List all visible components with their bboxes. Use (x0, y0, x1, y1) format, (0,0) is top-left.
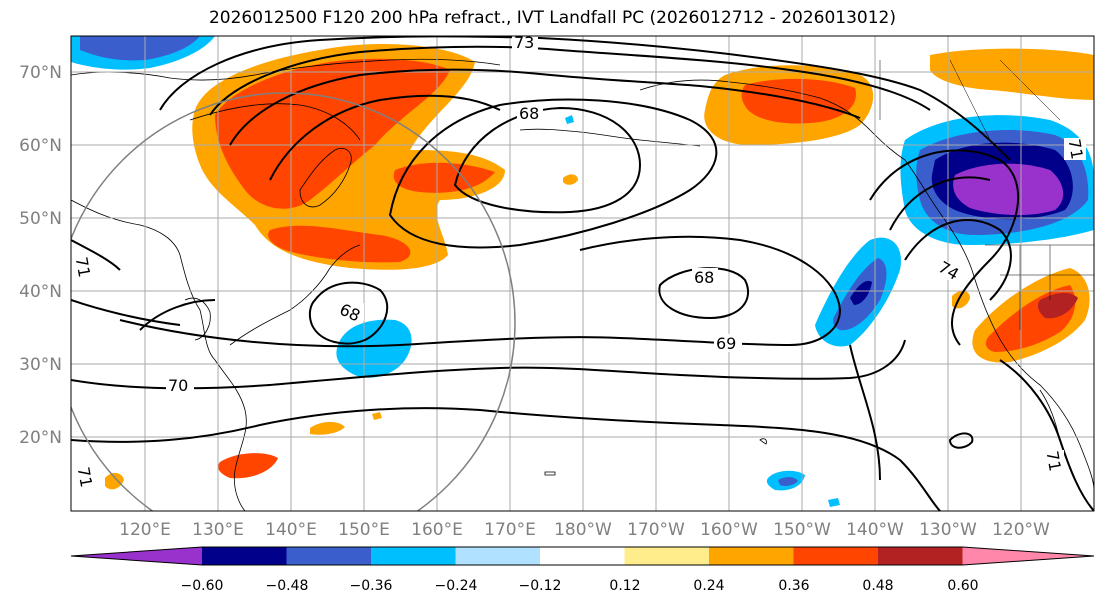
colorbar-tick-label: −0.36 (350, 578, 393, 594)
lat-label: 20°N (19, 428, 62, 448)
lon-label: 140°W (846, 520, 904, 540)
contour-71-west (71, 239, 121, 271)
contour-label: 69 (716, 334, 736, 353)
lat-label: 30°N (19, 355, 62, 375)
map-area: 73 68 68 68 69 70 71 71 74 71 71 (71, 33, 1094, 511)
anomaly-region-bc-peak (953, 163, 1064, 216)
colorbar-bin (286, 547, 372, 565)
colorbar-bin (371, 547, 456, 565)
analysis-circle (71, 92, 516, 511)
contour-70-south (71, 339, 906, 390)
coastline-kamchatka (299, 148, 352, 208)
colorbar (70, 546, 1095, 566)
colorbar-tick-label: −0.24 (435, 578, 478, 594)
longitude-labels: 120°E 130°E 140°E 150°E 160°E 170°E 180°… (119, 520, 1050, 540)
lat-label: 60°N (19, 136, 62, 156)
map-frame (70, 35, 1095, 512)
contour-label: 71 (1043, 449, 1065, 472)
coastlines (71, 58, 1094, 511)
lon-label: 120°E (119, 520, 171, 540)
contour-72 (209, 45, 931, 116)
lon-label: 150°W (773, 520, 831, 540)
contour-68-west (139, 299, 216, 331)
colorbar-tick-label: 0.12 (609, 578, 640, 594)
lat-label: 50°N (19, 209, 62, 229)
lon-label: 150°E (338, 520, 390, 540)
contour-73 (159, 36, 1011, 161)
negative-anomaly-regions (71, 36, 1094, 507)
colorbar-outline (70, 546, 1095, 566)
colorbar-tick-label: 0.60 (947, 578, 978, 594)
contour-73-east (889, 176, 991, 231)
lat-label: 40°N (19, 282, 62, 302)
colorbar-bin (878, 547, 963, 565)
lon-label: 160°E (411, 520, 463, 540)
colorbar-tick-label: −0.48 (266, 578, 309, 594)
contour-japan-68 (308, 281, 389, 345)
contour-label: 70 (168, 376, 188, 395)
positive-anomaly-regions (105, 43, 1094, 490)
anomaly-region-sw-pacific (218, 453, 278, 479)
colorbar-bin (71, 547, 202, 565)
contour-71-east (999, 359, 1094, 511)
lon-label: 130°E (192, 520, 244, 540)
graticule (71, 36, 1094, 511)
latitude-labels: 70°N 60°N 50°N 40°N 30°N 20°N (19, 63, 62, 448)
colorbar-tick-label: −0.12 (519, 578, 562, 594)
colorbar-ticks: −0.60 −0.48 −0.36 −0.24 −0.12 0.12 0.24 … (181, 578, 979, 594)
contour-68-north (453, 106, 642, 214)
colorbar-tick-label: −0.60 (181, 578, 224, 594)
colorbar-bin (624, 547, 710, 565)
colorbar-tick-label: 0.24 (693, 578, 724, 594)
contour-labels: 73 68 68 68 69 70 71 71 74 71 71 (72, 33, 1087, 489)
contour-72-east (904, 219, 1012, 301)
contour-74 (869, 149, 1020, 346)
colorbar-bin (455, 547, 541, 565)
coastline-aleutians (519, 128, 701, 147)
map-title: 2026012500 F120 200 hPa refract., IVT La… (208, 8, 896, 28)
contour-label: 71 (1065, 137, 1087, 160)
political-borders (879, 59, 1094, 330)
lon-label: 160°W (700, 520, 758, 540)
contour-label: 71 (72, 255, 94, 278)
coastline-okhotsk (189, 103, 361, 141)
coastline-north-america (904, 159, 1094, 491)
contour-69-east (849, 344, 881, 481)
coastline-siberia (71, 58, 501, 81)
colorbar-bin (962, 547, 1094, 565)
coastline-japan (229, 244, 361, 346)
contour-70-north (269, 94, 501, 181)
contour-label: 71 (74, 465, 96, 488)
lon-label: 140°E (265, 520, 317, 540)
contour-label: 73 (514, 33, 534, 52)
anomaly-region-california-peak (1037, 292, 1078, 319)
coastline-hawaii (759, 438, 767, 445)
contour-70-west (71, 299, 181, 326)
lon-label: 170°E (484, 520, 536, 540)
contour-70-east (948, 432, 974, 449)
lat-label: 70°N (19, 63, 62, 83)
contour-71 (229, 68, 861, 146)
lon-label: 170°W (627, 520, 685, 540)
contour-71-south (71, 407, 941, 511)
anomaly-region-japan-core (268, 225, 411, 263)
lon-label: 180°W (554, 520, 612, 540)
lon-label: 130°W (919, 520, 977, 540)
colorbar-bin (793, 547, 879, 565)
colorbar-tick-label: 0.48 (862, 578, 893, 594)
contour-label: 68 (519, 104, 539, 123)
lon-label: 120°W (992, 520, 1050, 540)
contour-label: 68 (694, 268, 714, 287)
coastline-alaska (639, 79, 906, 161)
anomaly-region-south-japan (336, 319, 412, 378)
coastline-asia (71, 199, 247, 511)
colorbar-bin (709, 547, 794, 565)
colorbar-bin (202, 547, 287, 565)
refractivity-contours (71, 36, 1094, 511)
anomaly-region-canada-north (930, 48, 1094, 100)
colorbar-tick-label: 0.36 (778, 578, 809, 594)
colorbar-bin (540, 547, 625, 565)
